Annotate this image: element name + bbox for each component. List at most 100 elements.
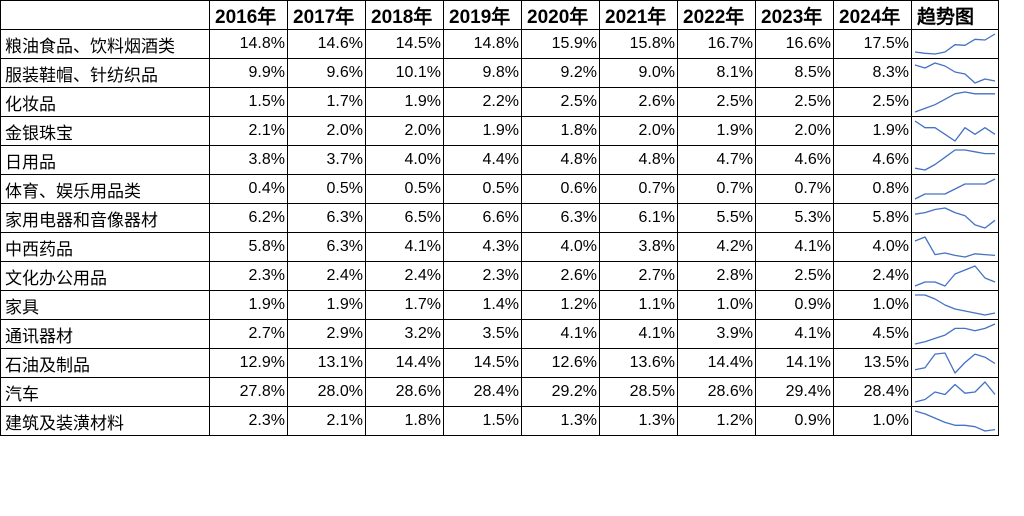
value-cell[interactable]: 1.2%	[521, 290, 600, 320]
category-cell[interactable]: 服装鞋帽、针纺织品	[0, 58, 210, 88]
value-cell[interactable]: 1.1%	[599, 290, 678, 320]
sparkline-cell[interactable]	[911, 261, 999, 291]
value-cell[interactable]: 1.9%	[677, 116, 756, 146]
value-cell[interactable]: 0.5%	[287, 174, 366, 204]
value-cell[interactable]: 0.5%	[443, 174, 522, 204]
value-cell[interactable]: 1.7%	[365, 290, 444, 320]
category-cell[interactable]: 文化办公用品	[0, 261, 210, 291]
value-cell[interactable]: 2.5%	[677, 87, 756, 117]
value-cell[interactable]: 1.9%	[443, 116, 522, 146]
sparkline-cell[interactable]	[911, 174, 999, 204]
sparkline-cell[interactable]	[911, 348, 999, 378]
value-cell[interactable]: 2.9%	[287, 319, 366, 349]
value-cell[interactable]: 4.2%	[677, 232, 756, 262]
value-cell[interactable]: 3.9%	[677, 319, 756, 349]
value-cell[interactable]: 2.8%	[677, 261, 756, 291]
header-year[interactable]: 2023年	[755, 0, 834, 30]
value-cell[interactable]: 10.1%	[365, 58, 444, 88]
value-cell[interactable]: 4.8%	[521, 145, 600, 175]
category-cell[interactable]: 通讯器材	[0, 319, 210, 349]
value-cell[interactable]: 2.6%	[599, 87, 678, 117]
category-cell[interactable]: 汽车	[0, 377, 210, 407]
value-cell[interactable]: 14.4%	[677, 348, 756, 378]
value-cell[interactable]: 1.5%	[443, 406, 522, 436]
value-cell[interactable]: 16.6%	[755, 29, 834, 59]
header-trend[interactable]: 趋势图	[911, 0, 999, 30]
value-cell[interactable]: 6.3%	[287, 232, 366, 262]
value-cell[interactable]: 9.0%	[599, 58, 678, 88]
value-cell[interactable]: 14.1%	[755, 348, 834, 378]
value-cell[interactable]: 2.7%	[599, 261, 678, 291]
value-cell[interactable]: 6.3%	[521, 203, 600, 233]
value-cell[interactable]: 13.6%	[599, 348, 678, 378]
value-cell[interactable]: 28.6%	[677, 377, 756, 407]
value-cell[interactable]: 0.4%	[209, 174, 288, 204]
value-cell[interactable]: 4.5%	[833, 319, 912, 349]
value-cell[interactable]: 1.9%	[209, 290, 288, 320]
header-year[interactable]: 2024年	[833, 0, 912, 30]
value-cell[interactable]: 1.0%	[677, 290, 756, 320]
value-cell[interactable]: 5.8%	[833, 203, 912, 233]
value-cell[interactable]: 4.3%	[443, 232, 522, 262]
category-cell[interactable]: 日用品	[0, 145, 210, 175]
value-cell[interactable]: 2.1%	[209, 116, 288, 146]
value-cell[interactable]: 4.0%	[521, 232, 600, 262]
value-cell[interactable]: 2.3%	[209, 406, 288, 436]
value-cell[interactable]: 9.8%	[443, 58, 522, 88]
category-cell[interactable]: 石油及制品	[0, 348, 210, 378]
value-cell[interactable]: 3.5%	[443, 319, 522, 349]
value-cell[interactable]: 1.0%	[833, 290, 912, 320]
value-cell[interactable]: 15.8%	[599, 29, 678, 59]
value-cell[interactable]: 6.5%	[365, 203, 444, 233]
value-cell[interactable]: 14.5%	[365, 29, 444, 59]
value-cell[interactable]: 0.8%	[833, 174, 912, 204]
value-cell[interactable]: 4.1%	[755, 232, 834, 262]
value-cell[interactable]: 14.8%	[443, 29, 522, 59]
value-cell[interactable]: 15.9%	[521, 29, 600, 59]
value-cell[interactable]: 14.5%	[443, 348, 522, 378]
value-cell[interactable]: 2.2%	[443, 87, 522, 117]
value-cell[interactable]: 28.6%	[365, 377, 444, 407]
value-cell[interactable]: 0.9%	[755, 406, 834, 436]
value-cell[interactable]: 2.7%	[209, 319, 288, 349]
value-cell[interactable]: 4.1%	[755, 319, 834, 349]
header-year[interactable]: 2020年	[521, 0, 600, 30]
value-cell[interactable]: 1.0%	[833, 406, 912, 436]
value-cell[interactable]: 2.5%	[755, 261, 834, 291]
value-cell[interactable]: 0.5%	[365, 174, 444, 204]
value-cell[interactable]: 29.4%	[755, 377, 834, 407]
value-cell[interactable]: 3.2%	[365, 319, 444, 349]
value-cell[interactable]: 4.6%	[833, 145, 912, 175]
value-cell[interactable]: 1.9%	[833, 116, 912, 146]
value-cell[interactable]: 4.1%	[521, 319, 600, 349]
value-cell[interactable]: 8.3%	[833, 58, 912, 88]
value-cell[interactable]: 12.9%	[209, 348, 288, 378]
value-cell[interactable]: 4.6%	[755, 145, 834, 175]
value-cell[interactable]: 27.8%	[209, 377, 288, 407]
value-cell[interactable]: 2.4%	[365, 261, 444, 291]
value-cell[interactable]: 9.6%	[287, 58, 366, 88]
value-cell[interactable]: 6.1%	[599, 203, 678, 233]
value-cell[interactable]: 14.8%	[209, 29, 288, 59]
header-year[interactable]: 2018年	[365, 0, 444, 30]
value-cell[interactable]: 2.3%	[443, 261, 522, 291]
value-cell[interactable]: 2.1%	[287, 406, 366, 436]
value-cell[interactable]: 16.7%	[677, 29, 756, 59]
value-cell[interactable]: 2.5%	[833, 87, 912, 117]
value-cell[interactable]: 12.6%	[521, 348, 600, 378]
value-cell[interactable]: 0.7%	[599, 174, 678, 204]
value-cell[interactable]: 3.8%	[209, 145, 288, 175]
value-cell[interactable]: 1.8%	[521, 116, 600, 146]
value-cell[interactable]: 1.5%	[209, 87, 288, 117]
category-cell[interactable]: 建筑及装潢材料	[0, 406, 210, 436]
value-cell[interactable]: 28.0%	[287, 377, 366, 407]
header-year[interactable]: 2017年	[287, 0, 366, 30]
sparkline-cell[interactable]	[911, 232, 999, 262]
header-year[interactable]: 2021年	[599, 0, 678, 30]
value-cell[interactable]: 13.1%	[287, 348, 366, 378]
value-cell[interactable]: 14.4%	[365, 348, 444, 378]
value-cell[interactable]: 4.1%	[599, 319, 678, 349]
value-cell[interactable]: 13.5%	[833, 348, 912, 378]
sparkline-cell[interactable]	[911, 116, 999, 146]
value-cell[interactable]: 5.5%	[677, 203, 756, 233]
